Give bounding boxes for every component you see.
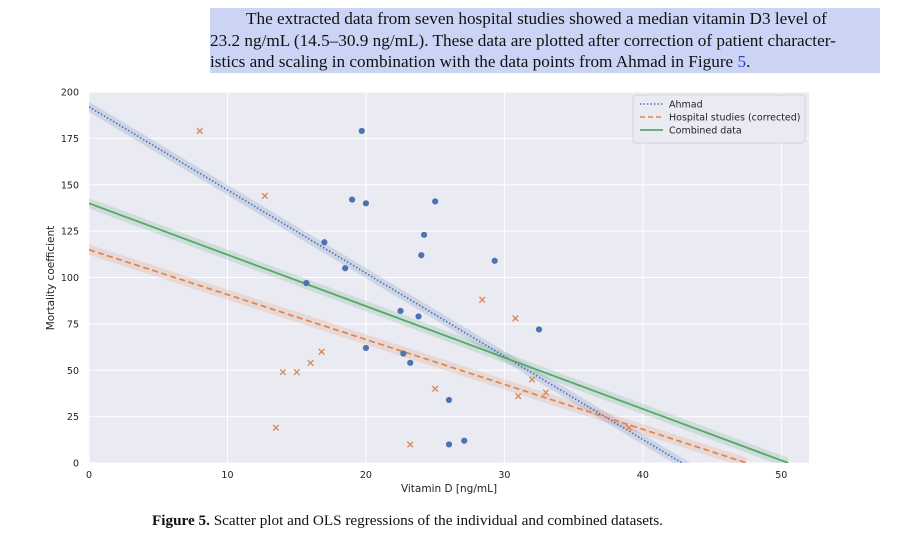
scatter-point-ahmad xyxy=(358,127,365,135)
scatter-point-ahmad xyxy=(303,279,310,287)
figure-reference-link[interactable]: 5 xyxy=(737,52,747,71)
scatter-point-hospital xyxy=(431,385,439,393)
x-tick-label: 30 xyxy=(498,470,510,481)
body-paragraph: The extracted data from seven hospital s… xyxy=(210,8,880,73)
scatter-point-ahmad xyxy=(348,196,356,203)
y-tick-label: 125 xyxy=(61,227,79,238)
y-tick-label: 0 xyxy=(73,459,79,470)
legend: Ahmad Hospital studies (corrected) Combi… xyxy=(632,94,806,144)
y-tick-label: 100 xyxy=(61,273,79,284)
scatter-point-hospital xyxy=(307,359,314,367)
x-tick-label: 10 xyxy=(221,470,233,481)
scatter-point-ahmad xyxy=(535,326,543,333)
regression-line xyxy=(89,248,747,463)
figure-caption: Figure 5. Scatter plot and OLS regressio… xyxy=(152,512,663,530)
paragraph-line-2: 23.2 ng/mL (14.5–30.9 ng/mL). These data… xyxy=(210,29,880,51)
scatter-point-ahmad xyxy=(415,313,422,320)
y-axis-ticks: 0 25 50 75 100 125 150 175 200 xyxy=(61,88,79,470)
legend-label-ahmad: Ahmad xyxy=(669,100,703,111)
x-tick-label: 0 xyxy=(86,470,92,481)
figure-caption-text: Scatter plot and OLS regressions of the … xyxy=(209,512,663,529)
y-tick-label: 150 xyxy=(61,180,79,191)
scatter-point-hospital xyxy=(478,296,486,304)
scatter-point-hospital xyxy=(514,392,522,400)
confidence-band xyxy=(89,198,789,463)
y-tick-label: 50 xyxy=(67,366,79,377)
paragraph-line-3-text: istics and scaling in combination with t… xyxy=(210,52,738,71)
paragraph-line-3-end: . xyxy=(746,52,751,71)
paragraph-line-1: The extracted data from seven hospital s… xyxy=(210,8,880,30)
x-tick-label: 40 xyxy=(637,470,649,481)
legend-box xyxy=(632,94,806,144)
x-axis-ticks: 0 10 20 30 40 50 xyxy=(86,470,787,481)
scatter-chart: 0 25 50 75 100 125 150 175 200 0 10 20 30 40 50 Morta… xyxy=(45,88,809,495)
scatter-point-ahmad xyxy=(400,350,407,357)
scatter-point-hospital xyxy=(196,127,204,135)
x-tick-label: 50 xyxy=(775,470,787,481)
scatter-point-hospital xyxy=(406,441,414,448)
y-tick-label: 200 xyxy=(61,88,79,99)
y-tick-label: 75 xyxy=(67,319,79,330)
confidence-bands xyxy=(89,101,789,463)
scatter-point-hospital xyxy=(272,424,280,432)
regression-line xyxy=(89,106,684,463)
scatter-point-ahmad xyxy=(321,239,328,246)
confidence-band xyxy=(89,101,691,463)
scatter-point-ahmad xyxy=(418,252,425,259)
scatter-point-ahmad xyxy=(432,198,439,205)
legend-label-hospital: Hospital studies (corrected) xyxy=(669,113,801,124)
scatter-point-hospital xyxy=(512,315,519,322)
scatter-point-ahmad xyxy=(362,344,370,352)
scatter-point-ahmad xyxy=(397,307,404,314)
scatter-point-ahmad xyxy=(420,231,428,238)
scatter-point-hospital xyxy=(261,192,269,200)
grid-lines xyxy=(88,91,809,464)
scatter-point-ahmad xyxy=(445,396,453,404)
confidence-band xyxy=(89,244,747,463)
scatter-point-ahmad xyxy=(362,200,370,207)
y-tick-label: 25 xyxy=(67,412,79,423)
legend-label-combined: Combined data xyxy=(669,126,742,137)
paragraph-line-3: istics and scaling in combination with t… xyxy=(210,51,880,73)
scatter-point-hospital xyxy=(528,376,536,383)
scatter-point-ahmad xyxy=(461,437,468,444)
x-tick-label: 20 xyxy=(360,470,372,481)
scatter-point-ahmad xyxy=(445,441,453,448)
regression-line xyxy=(89,202,789,463)
scatter-point-hospital xyxy=(625,424,633,432)
y-tick-label: 175 xyxy=(61,134,79,145)
scatter-point-hospital xyxy=(279,368,287,376)
figure-caption-label: Figure 5. xyxy=(152,512,210,529)
scatter-point-hospital xyxy=(293,368,300,376)
scatter-point-ahmad xyxy=(342,265,349,272)
x-axis-label: Vitamin D [ng/mL] xyxy=(401,483,497,495)
scatter-point-hospital xyxy=(318,348,325,355)
scatter-point-ahmad xyxy=(491,257,498,264)
y-axis-label: Mortality coefficient xyxy=(45,226,57,331)
scatter-point-hospital xyxy=(542,389,550,396)
scatter-point-ahmad xyxy=(407,359,414,366)
data-points xyxy=(196,127,633,448)
regression-lines xyxy=(89,106,789,463)
